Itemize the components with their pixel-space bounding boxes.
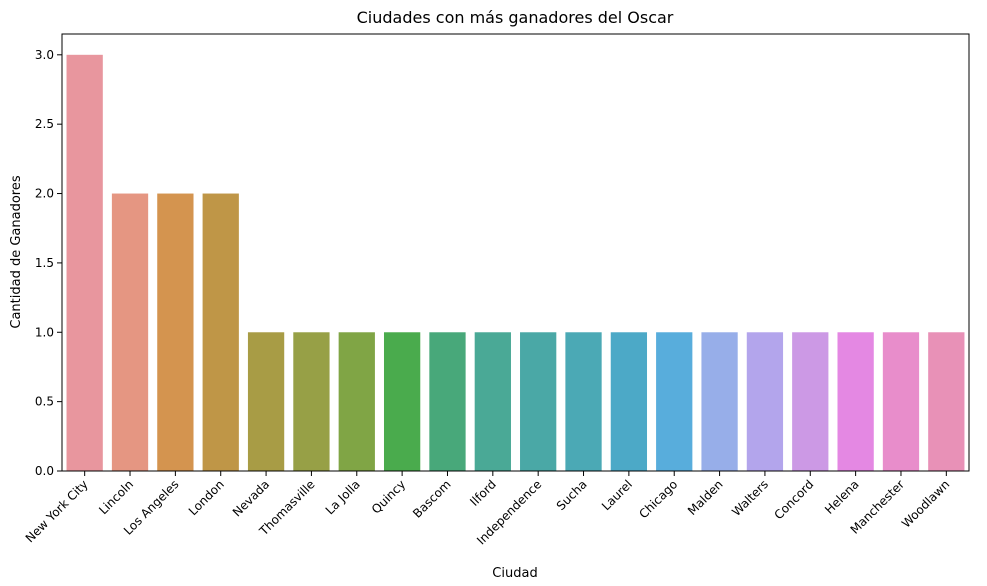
x-tick-label: Sucha [554, 477, 590, 513]
bar-bascom [429, 332, 466, 471]
bar-nevada [247, 332, 285, 471]
x-tick-label: Malden [685, 477, 726, 518]
bar-sucha [565, 332, 602, 471]
x-tick-label: La Jolla [323, 477, 363, 517]
y-axis-title: Cantidad de Ganadores [9, 175, 24, 328]
bar-helena [837, 332, 874, 471]
bar-quincy [383, 332, 421, 471]
x-tick-label: London [186, 477, 227, 518]
x-tick-label: Laurel [599, 477, 635, 513]
x-tick-label: Quincy [369, 477, 408, 516]
bar-concord [792, 332, 829, 471]
bar-chicago [656, 332, 693, 471]
x-tick-label: Bascom [410, 477, 453, 520]
x-tick-label: New York City [23, 477, 91, 545]
x-tick-label: Ilford [467, 477, 499, 509]
x-tick-label: Concord [771, 477, 816, 522]
x-axis-title: Ciudad [492, 566, 537, 581]
y-tick-label: 2.5 [35, 117, 54, 131]
bar-lincoln [111, 193, 149, 472]
y-tick-label: 0.5 [35, 395, 54, 409]
x-tick-label: Walters [729, 477, 771, 519]
bar-independence [520, 332, 557, 471]
chart-title: Ciudades con más ganadores del Oscar [357, 8, 674, 27]
bar-laurel [610, 332, 648, 471]
y-tick-label: 2.0 [35, 187, 54, 201]
x-tick-label: Nevada [230, 477, 272, 519]
y-tick-label: 1.0 [35, 325, 54, 339]
y-tick-label: 1.5 [35, 256, 54, 270]
bar-thomasville [293, 332, 330, 471]
x-tick-label: Lincoln [96, 477, 136, 517]
bar-ilford [474, 332, 511, 471]
bar-manchester [882, 332, 920, 471]
plot-frame [61, 33, 970, 472]
x-tick-label: Helena [822, 477, 862, 517]
x-tick-label: Chicago [636, 477, 680, 521]
bar-malden [701, 332, 738, 471]
y-tick-label: 3.0 [35, 48, 54, 62]
x-tick-label: Woodlawn [899, 477, 952, 530]
bar-la-jolla [338, 332, 375, 471]
bar-new-york-city [66, 54, 103, 472]
y-tick-label: 0.0 [35, 464, 54, 478]
bar-woodlawn [928, 332, 965, 471]
bar-walters [746, 332, 784, 471]
bar-london [202, 193, 239, 472]
plot-area: 0.0 0.5 1.0 1.5 2.0 2.5 3.0 New York City Lincol… [23, 33, 970, 547]
bar-los-angeles [157, 193, 194, 472]
